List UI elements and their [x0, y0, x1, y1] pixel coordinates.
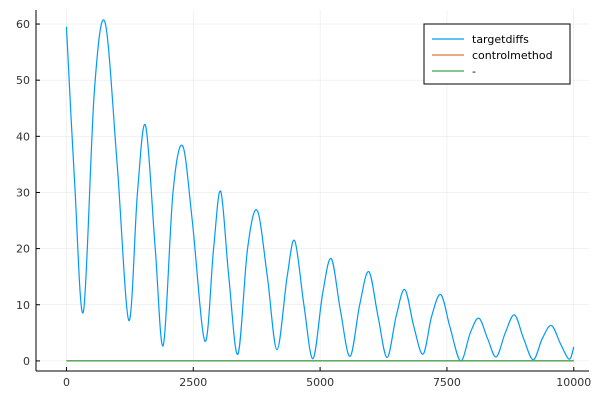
- x-tick-label: 5000: [306, 376, 334, 389]
- y-tick-label: 30: [16, 186, 30, 199]
- y-tick-label: 40: [16, 130, 30, 143]
- legend: targetdiffs controlmethod -: [423, 23, 571, 85]
- x-tick-label: 10000: [556, 376, 591, 389]
- legend-box: [423, 23, 571, 85]
- series-line-0: [65, 19, 575, 362]
- axes: 0 2500 5000 7500 10000 0 10 20 30 40 50 60: [16, 10, 591, 389]
- x-tick-label: 2500: [179, 376, 207, 389]
- y-tick-label: 10: [16, 299, 30, 312]
- legend-label-1: controlmethod: [472, 49, 553, 62]
- y-tick-label: 0: [23, 355, 30, 368]
- y-tick-label: 20: [16, 243, 30, 256]
- y-tick-label: 50: [16, 74, 30, 87]
- x-tick-label: 7500: [433, 376, 461, 389]
- x-tick-label: 0: [63, 376, 70, 389]
- y-tick-label: 60: [16, 18, 30, 31]
- legend-label-0: targetdiffs: [472, 33, 529, 46]
- legend-label-2: -: [472, 65, 476, 78]
- series-layer: [65, 19, 575, 362]
